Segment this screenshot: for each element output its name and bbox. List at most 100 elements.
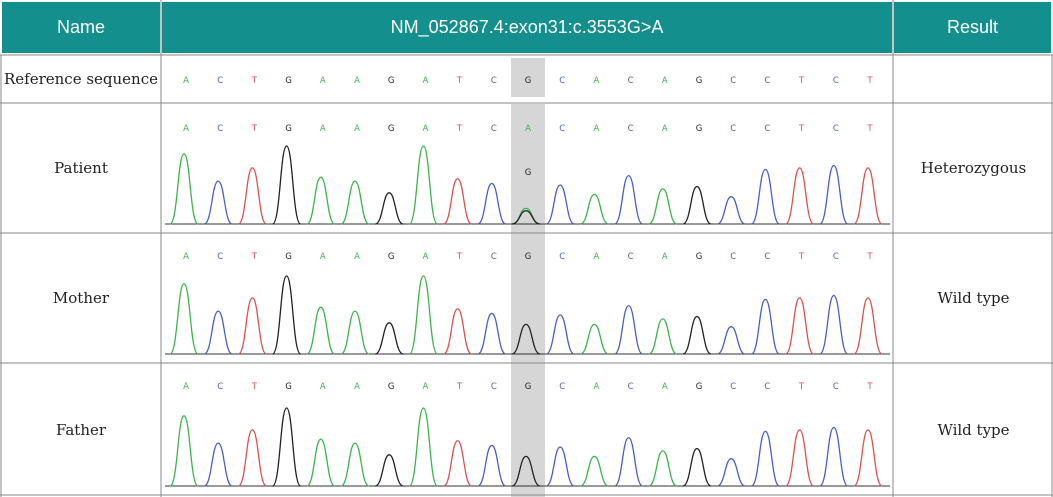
mother-peak-16 <box>716 326 746 355</box>
father-base-15: G <box>696 382 703 392</box>
father-base-3: G <box>285 382 292 392</box>
father-peak-9 <box>477 444 507 487</box>
patient-base-7: A <box>422 124 428 134</box>
patient-peak-5 <box>340 180 370 225</box>
patient-peak-16 <box>716 196 746 225</box>
father-peak-3 <box>271 407 302 487</box>
patient-peak-17 <box>750 168 781 225</box>
father-result-text: Wild type <box>937 420 1010 439</box>
father-peak-5 <box>340 442 370 487</box>
mother-peak-18 <box>784 297 815 355</box>
patient-base-4: A <box>320 124 326 134</box>
patient-peak-13 <box>613 174 644 225</box>
patient-base-17: C <box>764 124 770 134</box>
patient-peak-8 <box>442 178 473 225</box>
header-variant-cell: NM_052867.4:exon31:c.3553G>A <box>162 2 892 53</box>
mother-base-1: C <box>217 252 223 262</box>
mother-peak-19 <box>819 294 849 355</box>
father-peak-13 <box>613 436 644 487</box>
father-base-4: A <box>320 382 326 392</box>
father-base-20: T <box>866 382 873 392</box>
patient-peak-11 <box>545 184 575 225</box>
reference-base-11: C <box>559 76 565 86</box>
patient-name: Patient <box>0 104 162 232</box>
reference-base-0: A <box>183 76 189 86</box>
mother-base-6: G <box>388 252 395 262</box>
reference-base-6: G <box>388 76 395 86</box>
mother-result: Wild type <box>894 234 1053 362</box>
reference-base-7: A <box>422 76 428 86</box>
father-peak-17 <box>750 430 781 487</box>
patient-base-2: T <box>251 124 258 134</box>
father-base-7: A <box>422 382 428 392</box>
mother-result-text: Wild type <box>937 289 1010 307</box>
father-base-2: T <box>251 382 258 392</box>
patient-base-12: A <box>593 124 599 134</box>
reference-base-1: C <box>217 76 223 86</box>
mother-peak-10 <box>511 323 541 355</box>
mother-peak-13 <box>613 304 644 355</box>
father-base-12: A <box>593 382 599 392</box>
patient-base-19: C <box>833 124 839 134</box>
patient-base-13: C <box>628 124 634 134</box>
mother-base-10: G <box>525 252 532 262</box>
reference-base-12: A <box>593 76 599 86</box>
patient-base-9: C <box>491 124 497 134</box>
mother-name-text: Mother <box>52 289 110 307</box>
father-peak-10 <box>511 455 541 487</box>
father-peak-19 <box>819 426 849 487</box>
header-name-label: Name <box>56 17 105 37</box>
father-base-9: C <box>491 382 497 392</box>
father-base-8: T <box>456 382 463 392</box>
patient-base-20: T <box>866 124 873 134</box>
father-base-14: A <box>662 382 668 392</box>
father-peak-2 <box>237 429 268 487</box>
mother-name: Mother <box>0 234 162 362</box>
patient-base-0: A <box>183 124 189 134</box>
patient-result: Heterozygous <box>894 104 1053 232</box>
reference-base-17: C <box>764 76 770 86</box>
reference-base-9: C <box>491 76 497 86</box>
reference-base-15: G <box>696 76 703 86</box>
father-base-16: C <box>730 382 736 392</box>
reference-base-2: T <box>251 76 258 86</box>
reference-base-13: C <box>628 76 634 86</box>
father-peak-11 <box>545 446 575 487</box>
father-result: Wild type <box>894 364 1053 495</box>
mother-base-4: A <box>320 252 326 262</box>
mother-peak-17 <box>750 298 781 355</box>
patient-peak-2 <box>237 167 268 225</box>
patient-peak-3 <box>271 145 302 225</box>
mother-base-20: T <box>866 252 873 262</box>
mother-peak-9 <box>477 312 507 355</box>
patient-base-6: G <box>388 124 395 134</box>
reference-base-8: T <box>456 76 463 86</box>
father-peak-12 <box>580 455 609 487</box>
patient-name-text: Patient <box>54 159 108 177</box>
mother-peak-2 <box>237 297 268 355</box>
mother-base-16: C <box>730 252 736 262</box>
father-name: Father <box>0 364 162 495</box>
patient-base-18: T <box>798 124 805 134</box>
mother-base-13: C <box>628 252 634 262</box>
mother-base-9: C <box>491 252 497 262</box>
father-base-1: C <box>217 382 223 392</box>
mother-peak-0 <box>169 283 199 355</box>
father-base-6: G <box>388 382 395 392</box>
patient-peak-12 <box>580 193 609 225</box>
mother-peak-12 <box>580 323 609 355</box>
header-variant-label: NM_052867.4:exon31:c.3553G>A <box>390 17 664 37</box>
patient-secondary-peak <box>511 210 541 225</box>
patient-base-11: C <box>559 124 565 134</box>
reference-base-19: C <box>833 76 839 86</box>
mother-base-18: T <box>798 252 805 262</box>
father-peak-4 <box>306 438 336 487</box>
reference-base-10: G <box>525 76 532 86</box>
mother-peak-4 <box>306 306 336 355</box>
father-peak-16 <box>716 458 746 487</box>
patient-base-3: G <box>285 124 292 134</box>
mother-base-2: T <box>251 252 258 262</box>
father-peak-6 <box>374 454 404 487</box>
variant-highlight-column <box>511 104 545 497</box>
